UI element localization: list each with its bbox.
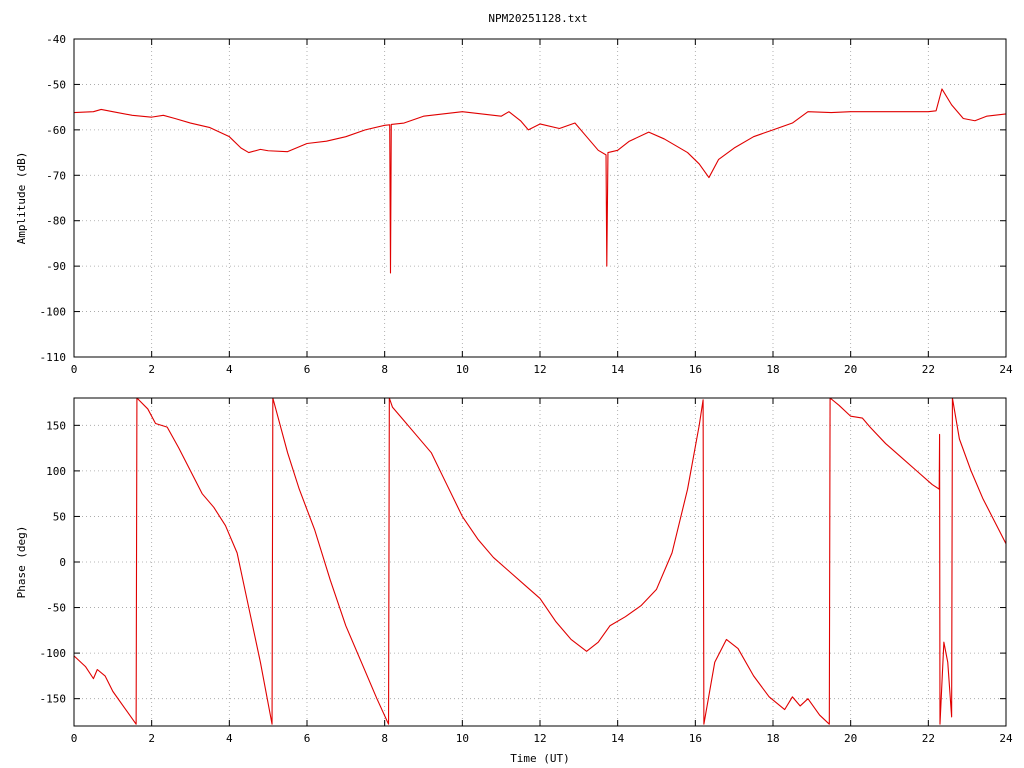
phase-axis-label: Phase (deg) [15,526,28,599]
amplitude-ytick-label: -50 [46,78,66,91]
amplitude-xtick-label: 12 [533,363,546,376]
phase-ytick-label: 0 [59,556,66,569]
amplitude-ytick-label: -60 [46,124,66,137]
phase-xtick-label: 24 [999,732,1013,745]
amplitude-xtick-label: 22 [922,363,935,376]
amplitude-ytick-label: -80 [46,215,66,228]
phase-xtick-label: 6 [304,732,311,745]
phase-xtick-label: 8 [381,732,388,745]
amplitude-xtick-label: 18 [766,363,779,376]
phase-xtick-label: 2 [148,732,155,745]
phase-xtick-label: 18 [766,732,779,745]
phase-xtick-label: 20 [844,732,857,745]
phase-ytick-label: -150 [40,693,67,706]
phase-ytick-label: 50 [53,510,66,523]
chart-title: NPM20251128.txt [488,12,587,25]
amplitude-xtick-label: 16 [689,363,702,376]
phase-ytick-label: -100 [40,647,67,660]
amplitude-tick-labels: 0 2 4 6 8 10 12 14 16 18 20 22 24-40-50-60-70-80-90-… [40,33,1013,376]
phase-xtick-label: 12 [533,732,546,745]
amplitude-ytick-label: -90 [46,260,66,273]
amplitude-series-line [73,88,1007,274]
phase-xtick-label: 0 [71,732,78,745]
amplitude-xtick-label: 6 [304,363,311,376]
phase-ytick-label: 100 [46,465,66,478]
phase-xtick-label: 14 [611,732,625,745]
amplitude-panel: 0 2 4 6 8 10 12 14 16 18 20 22 24-40-50-60-70-80-90-… [15,33,1013,376]
amplitude-axis-label: Amplitude (dB) [15,152,28,245]
amplitude-series [73,88,1007,274]
phase-series [73,397,1007,725]
amplitude-xtick-label: 8 [381,363,388,376]
time-axis-label: Time (UT) [510,752,570,765]
amplitude-ytick-label: -110 [40,351,67,364]
phase-ytick-label: 150 [46,419,66,432]
phase-ytick-label: -50 [46,602,66,615]
amplitude-xtick-label: 2 [148,363,155,376]
phase-grid [74,398,1006,726]
phase-xtick-label: 4 [226,732,233,745]
amplitude-xtick-label: 10 [456,363,469,376]
phase-xtick-label: 22 [922,732,935,745]
phase-xtick-label: 10 [456,732,469,745]
phase-xtick-label: 16 [689,732,702,745]
amplitude-xtick-label: 20 [844,363,857,376]
amplitude-ytick-label: -100 [40,306,67,319]
amplitude-xtick-label: 0 [71,363,78,376]
amplitude-ytick-label: -40 [46,33,66,46]
phase-panel: 0 2 4 6 8 10 12 14 16 18 20 22 24150100500-50-100-15… [15,397,1013,765]
amplitude-ticks [73,38,1007,358]
amplitude-xtick-label: 4 [226,363,233,376]
amplitude-grid [74,39,1006,357]
phase-series-line [73,397,1007,725]
amplitude-xtick-label: 24 [999,363,1013,376]
phase-plot-frame [73,397,1007,727]
amplitude-ytick-label: -70 [46,169,66,182]
amplitude-plot-frame [73,38,1007,358]
phase-tick-labels: 0 2 4 6 8 10 12 14 16 18 20 22 24150100500-50-100-15… [40,419,1013,745]
amplitude-xtick-label: 14 [611,363,625,376]
